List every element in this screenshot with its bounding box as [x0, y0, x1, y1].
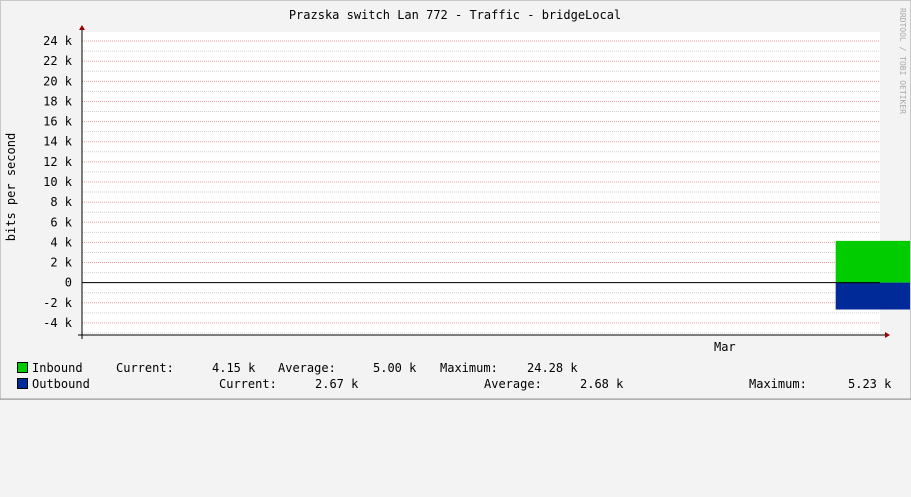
y-tick-label: 16 k [43, 115, 73, 129]
legend-outbound: Outbound Current: 2.67 k Average: 2.68 k… [17, 377, 897, 392]
legend-current: 4.15 k [212, 361, 256, 375]
plot-area [82, 32, 880, 335]
legend-inbound: Inbound Current: 4.15 k Average: 5.00 k … [17, 361, 897, 376]
area-outbound [835, 282, 911, 310]
y-axis-label: bits per second [4, 133, 18, 241]
legend-current-label: Current: [116, 361, 174, 375]
y-tick-label: -2 k [43, 296, 73, 310]
y-tick-label: 8 k [50, 195, 72, 209]
legend-average: 2.68 k [580, 377, 624, 391]
legend-name: Outbound [32, 377, 90, 391]
y-tick-label: 10 k [43, 175, 73, 189]
y-tick-label: -4 k [43, 316, 73, 330]
legend-current-label: Current: [219, 377, 277, 391]
legend-maximum-label: Maximum: [440, 361, 498, 375]
inbound-swatch [17, 362, 28, 373]
legend-maximum: 5.23 k [848, 377, 892, 391]
y-tick-label: 12 k [43, 155, 73, 169]
legend-average: 5.00 k [373, 361, 417, 375]
traffic-chart: -4 k -2 k 0 2 k 4 k 6 k 8 k 10 k 12 k 14 k 16 k 18 … [0, 0, 911, 400]
tick-labels: -4 k -2 k 0 2 k 4 k 6 k 8 k 10 k 12 k 14 k 16 k 18 … [43, 34, 736, 354]
y-tick-label: 22 k [43, 54, 73, 68]
legend-current: 2.67 k [315, 377, 359, 391]
y-tick-label: 0 [65, 276, 72, 290]
legend-maximum-label: Maximum: [749, 377, 807, 391]
area-inbound [835, 240, 911, 283]
outbound-swatch [17, 378, 28, 389]
legend-name: Inbound [32, 361, 83, 375]
legend-maximum: 24.28 k [527, 361, 578, 375]
x-axis-arrow-icon [885, 332, 890, 338]
chart-title: Prazska switch Lan 772 - Traffic - bridg… [289, 8, 621, 22]
x-tick-label: Mar [714, 340, 736, 354]
series-areas [835, 240, 911, 310]
y-tick-label: 2 k [50, 256, 72, 270]
y-tick-label: 24 k [43, 34, 73, 48]
y-tick-label: 14 k [43, 135, 73, 149]
legend-average-label: Average: [484, 377, 542, 391]
y-tick-label: 18 k [43, 94, 73, 108]
y-tick-label: 4 k [50, 235, 72, 249]
legend-average-label: Average: [278, 361, 336, 375]
y-tick-label: 20 k [43, 74, 73, 88]
rrdtool-watermark: RRDTOOL / TOBI OETIKER [898, 8, 907, 114]
y-axis-arrow-icon [79, 25, 85, 30]
y-tick-label: 6 k [50, 215, 72, 229]
